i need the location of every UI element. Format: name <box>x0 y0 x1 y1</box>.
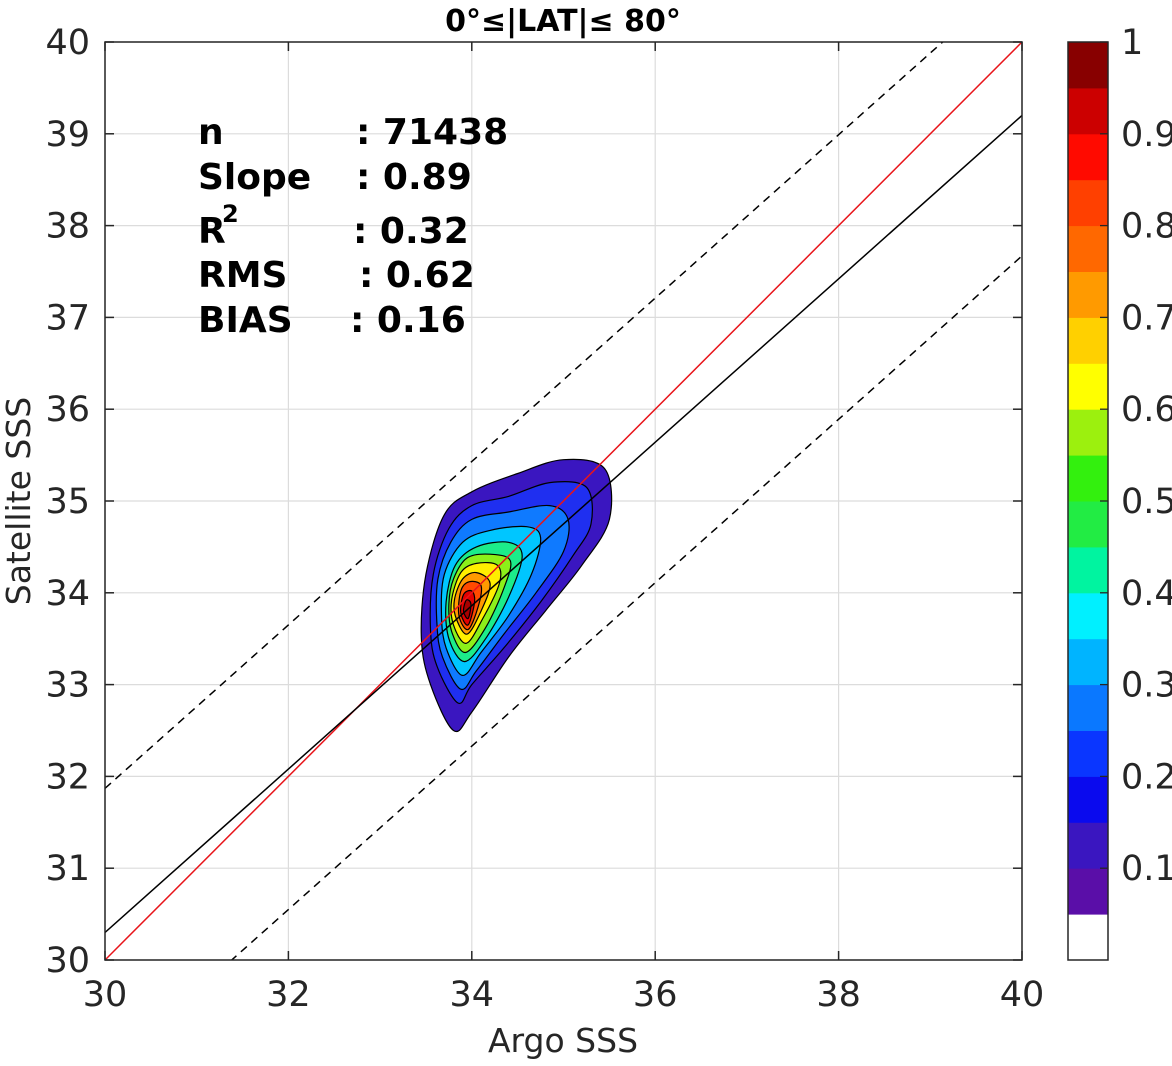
y-tick-label: 40 <box>45 23 90 63</box>
colorbar-segment <box>1068 42 1108 89</box>
colorbar-tick-label: 0.7 <box>1121 298 1172 338</box>
regression-line <box>105 114 1022 934</box>
x-tick-label: 38 <box>816 975 861 1015</box>
colorbar-segment <box>1068 363 1108 410</box>
colorbar-tick-label: 0.1 <box>1121 849 1172 889</box>
lower-bound-line <box>230 255 1022 960</box>
colorbar-tick-label: 1 <box>1121 23 1143 63</box>
colorbar-tick-label: 0.5 <box>1121 482 1172 522</box>
colorbar-segment <box>1068 455 1108 502</box>
stat-slope-label: Slope <box>198 157 311 198</box>
colorbar-segment <box>1068 133 1108 181</box>
stat-bias-label: BIAS <box>198 300 293 341</box>
stat-r2-sup: 2 <box>222 200 239 228</box>
colorbar-tick-label: 0.8 <box>1121 207 1172 247</box>
colorbar-segment <box>1068 409 1108 456</box>
colorbar-segment <box>1068 868 1108 915</box>
colorbar-segment <box>1068 501 1108 548</box>
y-tick-label: 39 <box>45 115 90 155</box>
stat-r2-value: : 0.32 <box>353 211 469 252</box>
y-tick-label: 37 <box>45 298 90 338</box>
colorbar-tick-label: 0.2 <box>1121 757 1172 797</box>
y-tick-label: 31 <box>45 849 90 889</box>
y-tick-label: 35 <box>45 482 90 522</box>
stat-rms-value: : 0.62 <box>359 255 475 296</box>
colorbar-tick-label: 0.3 <box>1121 666 1172 706</box>
stat-slope-value: : 0.89 <box>356 157 472 198</box>
colorbar-segment <box>1068 684 1108 731</box>
y-tick-label: 36 <box>45 390 90 430</box>
colorbar-segment <box>1068 317 1108 364</box>
stat-n-value: : 71438 <box>356 112 508 153</box>
chart-title: 0°≤|LAT|≤ 80° <box>445 4 681 39</box>
colorbar-segment <box>1068 592 1108 640</box>
colorbar-segment <box>1068 87 1108 135</box>
colorbar-segment <box>1068 271 1108 318</box>
y-tick-label: 34 <box>45 574 90 614</box>
x-tick-label: 34 <box>450 975 495 1015</box>
y-axis-label: Satellite SSS <box>0 397 38 606</box>
colorbar-tick-label: 0.6 <box>1121 390 1172 430</box>
x-axis-label: Argo SSS <box>488 1021 638 1060</box>
x-tick-label: 36 <box>633 975 678 1015</box>
colorbar: 1 0.9 0.8 0.7 0.6 0.5 0.4 0.3 0.2 0.1 <box>1067 23 1172 961</box>
y-tick-label: 38 <box>45 207 90 247</box>
upper-bound-line <box>105 42 944 789</box>
density-contours <box>420 458 613 733</box>
colorbar-tick-label: 0.4 <box>1121 574 1172 614</box>
stat-bias-value: : 0.16 <box>350 300 466 341</box>
y-tick-label: 32 <box>45 757 90 797</box>
stat-n-label: n <box>198 112 224 153</box>
y-tick-label: 30 <box>45 941 90 981</box>
colorbar-segment <box>1068 914 1108 961</box>
colorbar-segment <box>1068 776 1108 823</box>
colorbar-tick-label: 0.9 <box>1121 115 1172 155</box>
stat-rms-label: RMS <box>198 255 287 296</box>
colorbar-segment <box>1068 546 1108 594</box>
reference-lines <box>105 42 1022 960</box>
colorbar-segment <box>1068 822 1108 869</box>
y-tick-labels: 30 31 32 33 34 35 36 37 38 39 40 <box>45 23 1022 981</box>
one-to-one-line <box>105 42 1022 960</box>
x-tick-label: 32 <box>266 975 311 1015</box>
colorbar-segment <box>1068 638 1108 686</box>
colorbar-segment <box>1068 179 1108 227</box>
y-tick-label: 33 <box>45 666 90 706</box>
x-tick-label: 40 <box>1000 975 1045 1015</box>
stats-box: n : 71438 Slope : 0.89 R 2 : 0.32 RMS : … <box>198 112 508 341</box>
x-tick-labels: 30 32 34 36 38 40 <box>83 42 1045 1015</box>
colorbar-segment <box>1068 225 1108 272</box>
colorbar-segment <box>1068 730 1108 777</box>
x-tick-label: 30 <box>83 975 128 1015</box>
stat-r2-label: R <box>198 211 226 252</box>
